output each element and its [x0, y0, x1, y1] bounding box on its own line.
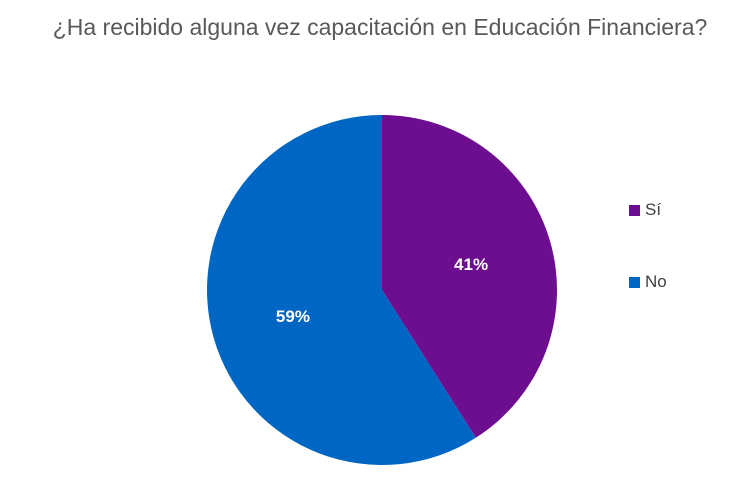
legend-swatch-no	[629, 276, 640, 288]
pie-slice-si	[382, 115, 557, 438]
legend-label-no: No	[645, 272, 667, 291]
pie-slices	[206, 115, 557, 465]
data-label-si: 41%	[454, 255, 488, 274]
pie-slice-no	[206, 115, 476, 465]
data-label-no: 59%	[276, 307, 310, 326]
legend: Sí No	[629, 198, 667, 342]
legend-label-si: Sí	[645, 200, 662, 219]
legend-item-no: No	[629, 270, 667, 294]
legend-swatch-si	[629, 204, 640, 216]
pie-data-labels: 41% 59%	[276, 255, 488, 326]
legend-item-si: Sí	[629, 198, 667, 222]
chart-title: ¿Ha recibido alguna vez capacitación en …	[52, 14, 708, 40]
